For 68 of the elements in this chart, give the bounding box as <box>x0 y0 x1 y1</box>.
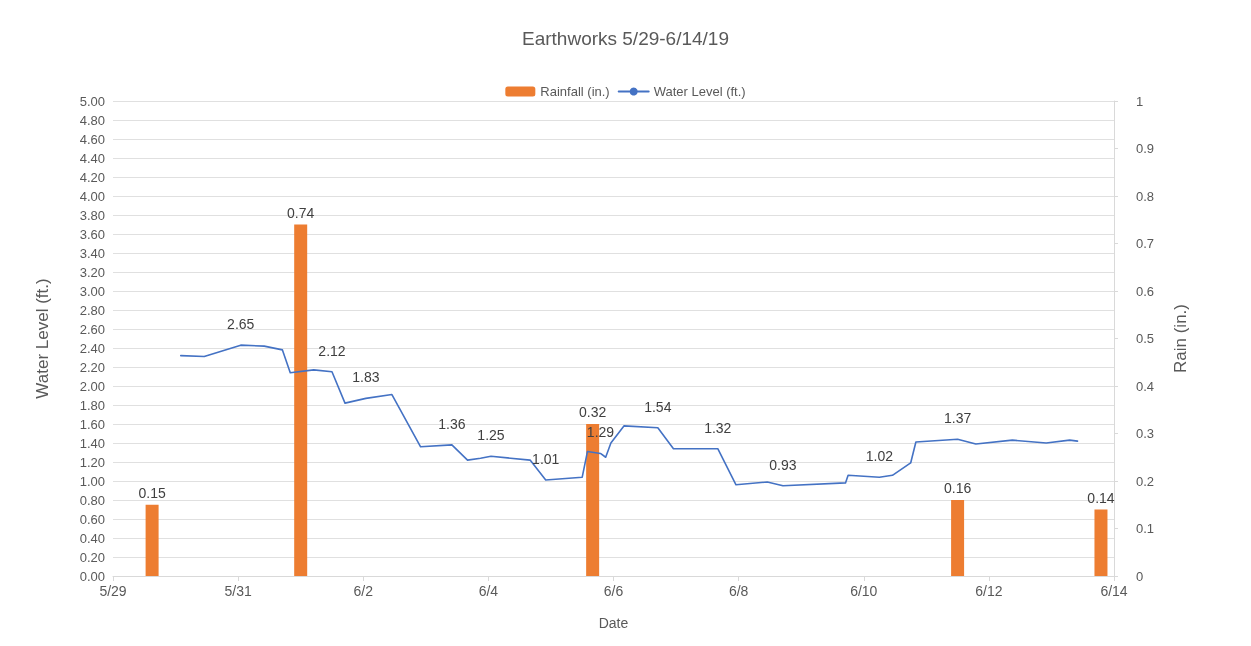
y-tick-label: 0.20 <box>79 549 105 565</box>
y-tick-label: 4.60 <box>79 131 105 147</box>
y2-tick-label: 0.9 <box>1136 141 1155 156</box>
y-tick-label: 4.20 <box>79 169 105 185</box>
y-tick-label: 4.40 <box>79 150 105 166</box>
y2-tick-label: 0 <box>1136 568 1144 584</box>
y-tick-label: 2.20 <box>79 359 105 375</box>
y-tick-label: 1.60 <box>79 416 105 432</box>
y-tick-label: 0.00 <box>79 568 105 584</box>
x-tick-label: 5/29 <box>99 583 127 599</box>
x-axis-title: Date <box>598 615 629 631</box>
y2-tick-label: 0.6 <box>1136 283 1155 299</box>
y-tick-label: 1.80 <box>79 397 105 413</box>
y-tick-label: 4.00 <box>79 188 105 204</box>
legend-label: Water Level (ft.) <box>653 84 746 99</box>
y-tick-label: 1.00 <box>79 473 105 489</box>
y-tick-label: 0.60 <box>79 511 105 527</box>
y-tick-label: 1.20 <box>79 454 105 470</box>
annotation: 1.54 <box>644 398 672 415</box>
y-tick-label: 3.20 <box>79 264 105 280</box>
y2-tick-label: 0.2 <box>1136 473 1155 489</box>
y-tick-label: 2.00 <box>79 378 105 394</box>
y-tick-label: 3.00 <box>79 283 105 299</box>
data-label: 0.15 <box>138 484 166 501</box>
x-tick-label: 6/8 <box>728 583 749 599</box>
y-tick-label: 3.40 <box>79 245 105 261</box>
data-label: 0.16 <box>943 480 972 496</box>
y2-tick-label: 0.4 <box>1136 378 1155 394</box>
y2-tick-label: 0.7 <box>1136 236 1155 251</box>
legend-label: Rainfall (in.) <box>540 84 610 99</box>
y2-tick-label: 0.1 <box>1136 521 1155 536</box>
y2-axis-title: Rain (in.) <box>1171 304 1190 373</box>
annotation: 1.32 <box>704 419 732 436</box>
y2-tick-label: 0.3 <box>1136 426 1155 441</box>
y-tick-label: 5.00 <box>79 93 105 109</box>
annotation: 1.36 <box>438 415 466 432</box>
x-tick-label: 6/6 <box>603 583 624 599</box>
y-tick-label: 4.80 <box>79 112 105 128</box>
x-tick-label: 5/31 <box>224 583 252 599</box>
y2-tick-label: 1 <box>1136 93 1144 109</box>
annotation: 1.01 <box>532 451 560 468</box>
y-tick-label: 1.40 <box>79 435 105 451</box>
x-tick-label: 6/10 <box>850 583 878 599</box>
y-tick-label: 2.60 <box>79 321 105 337</box>
data-label: 0.14 <box>1087 489 1115 506</box>
x-tick-label: 6/14 <box>1100 583 1128 599</box>
y-tick-label: 2.40 <box>79 340 105 356</box>
chart-title: Earthworks 5/29-6/14/19 <box>521 28 730 49</box>
data-label: 0.74 <box>287 204 315 221</box>
annotation: 1.25 <box>477 427 505 444</box>
x-tick-label: 6/2 <box>353 583 374 599</box>
y-tick-label: 2.80 <box>79 302 105 318</box>
x-tick-label: 6/4 <box>478 583 499 599</box>
y-tick-label: 0.80 <box>79 492 105 508</box>
annotation: 2.65 <box>227 316 255 333</box>
y-tick-label: 3.80 <box>79 207 105 223</box>
y2-tick-label: 0.8 <box>1136 188 1155 204</box>
data-label: 0.32 <box>579 404 607 420</box>
annotation: 1.37 <box>943 410 972 427</box>
annotation: 1.02 <box>865 448 894 465</box>
y-tick-label: 0.40 <box>79 530 105 546</box>
annotation: 1.83 <box>352 369 380 386</box>
annotation: 0.93 <box>769 456 797 473</box>
y2-tick-label: 0.5 <box>1136 331 1155 346</box>
y-axis-title: Water Level (ft.) <box>33 278 52 399</box>
annotation: 2.12 <box>318 342 346 359</box>
x-tick-label: 6/12 <box>975 583 1003 599</box>
y-tick-label: 3.60 <box>79 226 105 242</box>
